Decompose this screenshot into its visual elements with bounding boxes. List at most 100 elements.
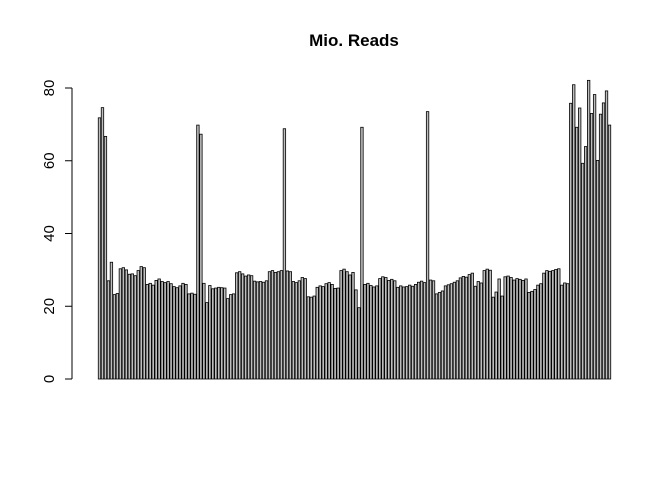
- bar: [431, 280, 436, 380]
- bar: [181, 282, 185, 380]
- bar: [315, 286, 319, 380]
- y-tick-label: 40: [41, 225, 58, 242]
- bar: [235, 272, 239, 380]
- bar: [255, 281, 260, 380]
- bar: [214, 287, 218, 380]
- bar: [342, 268, 346, 380]
- bar: [530, 290, 534, 380]
- bar: [169, 283, 173, 380]
- bar: [205, 302, 209, 380]
- bar: [476, 281, 480, 380]
- bar: [411, 285, 415, 380]
- bar: [521, 280, 525, 380]
- bar: [470, 272, 474, 380]
- bar: [163, 282, 167, 380]
- bar: [533, 289, 537, 380]
- bar: [572, 84, 576, 380]
- bar: [246, 274, 251, 380]
- bar: [569, 102, 573, 380]
- bar: [244, 275, 248, 380]
- bar: [485, 268, 489, 380]
- bar: [238, 271, 242, 380]
- bar: [598, 113, 603, 380]
- bar: [252, 280, 257, 380]
- bar: [130, 273, 134, 380]
- bar: [321, 286, 325, 380]
- bar: [264, 280, 269, 380]
- bar: [581, 162, 585, 380]
- bar: [425, 111, 430, 380]
- bar: [604, 90, 609, 380]
- bar: [112, 294, 117, 380]
- bar: [318, 285, 322, 380]
- bar: [142, 267, 146, 380]
- bar: [518, 278, 522, 380]
- bar: [584, 146, 588, 380]
- bar: [491, 296, 495, 380]
- bar: [482, 270, 486, 380]
- bar: [324, 283, 328, 380]
- bar: [241, 273, 245, 380]
- bar: [109, 261, 114, 380]
- bar: [175, 287, 179, 380]
- bar: [527, 292, 531, 380]
- bar: [428, 279, 433, 380]
- bar: [166, 281, 170, 380]
- bar: [348, 274, 352, 380]
- bar: [297, 280, 301, 380]
- chart-title: Mio. Reads: [309, 31, 399, 50]
- bar: [458, 277, 463, 380]
- bar: [539, 283, 543, 380]
- bar: [396, 286, 400, 380]
- bar: [357, 307, 361, 380]
- bar: [506, 275, 510, 380]
- bar: [443, 285, 448, 380]
- bar: [217, 286, 221, 380]
- bar: [151, 284, 155, 380]
- bar: [103, 135, 108, 380]
- bar: [497, 278, 501, 380]
- bar: [333, 288, 337, 380]
- bar: [145, 284, 149, 380]
- bar: [592, 94, 597, 380]
- bar: [390, 278, 394, 380]
- bar: [339, 270, 343, 380]
- bar: [589, 113, 594, 380]
- bar: [285, 270, 290, 380]
- bar: [276, 271, 281, 380]
- bar: [405, 286, 409, 380]
- bar: [419, 280, 424, 380]
- bar: [160, 281, 164, 380]
- bar: [261, 281, 266, 380]
- bar: [223, 287, 227, 380]
- bar: [607, 124, 612, 380]
- bar: [267, 271, 272, 380]
- bar: [100, 107, 105, 380]
- bar: [378, 278, 382, 380]
- bar: [294, 282, 298, 380]
- bar: [226, 298, 230, 380]
- bar: [595, 159, 600, 380]
- bar: [288, 271, 292, 380]
- bar: [399, 285, 403, 380]
- bar: [434, 293, 439, 380]
- bar: [545, 270, 549, 380]
- bar: [464, 276, 468, 380]
- bar: [563, 282, 567, 380]
- bar: [327, 282, 331, 380]
- bar: [172, 286, 176, 380]
- bar: [461, 276, 465, 380]
- bar: [309, 296, 313, 380]
- bar: [416, 281, 421, 380]
- bar: [133, 275, 137, 380]
- bar: [273, 272, 278, 380]
- y-tick-label: 20: [41, 298, 58, 315]
- bar: [97, 117, 102, 380]
- bar: [351, 272, 355, 380]
- bar: [196, 124, 200, 380]
- bar: [479, 282, 483, 380]
- bar: [557, 268, 561, 380]
- bar: [249, 275, 254, 380]
- bar: [375, 285, 379, 380]
- bar: [193, 293, 197, 380]
